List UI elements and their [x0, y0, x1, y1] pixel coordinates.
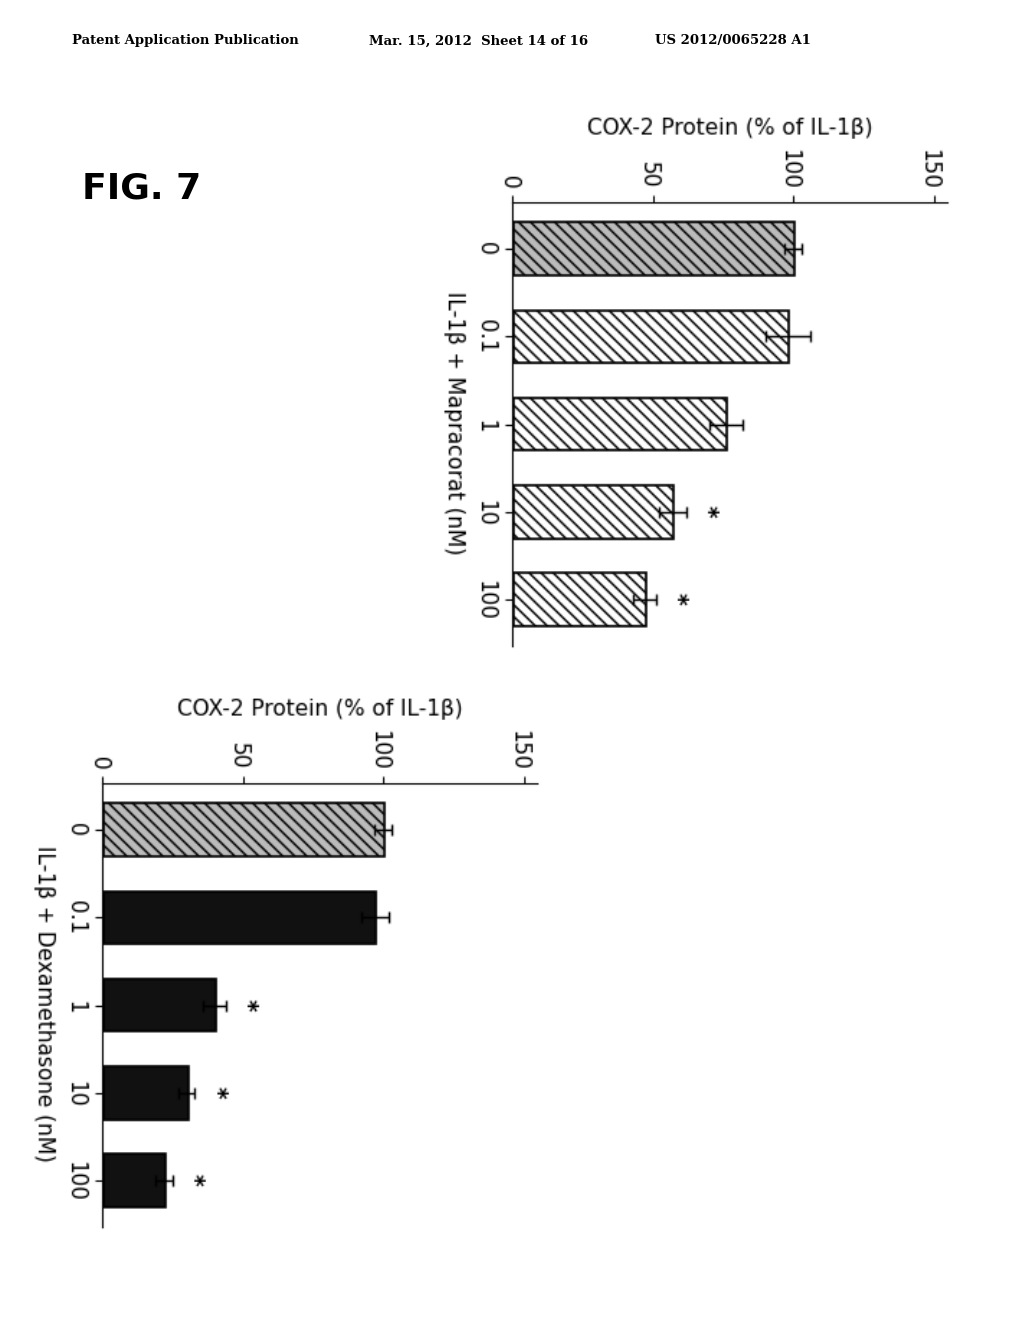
Text: FIG. 7: FIG. 7	[82, 172, 201, 206]
Text: US 2012/0065228 A1: US 2012/0065228 A1	[655, 34, 811, 48]
Text: Mar. 15, 2012  Sheet 14 of 16: Mar. 15, 2012 Sheet 14 of 16	[369, 34, 588, 48]
Text: Patent Application Publication: Patent Application Publication	[72, 34, 298, 48]
